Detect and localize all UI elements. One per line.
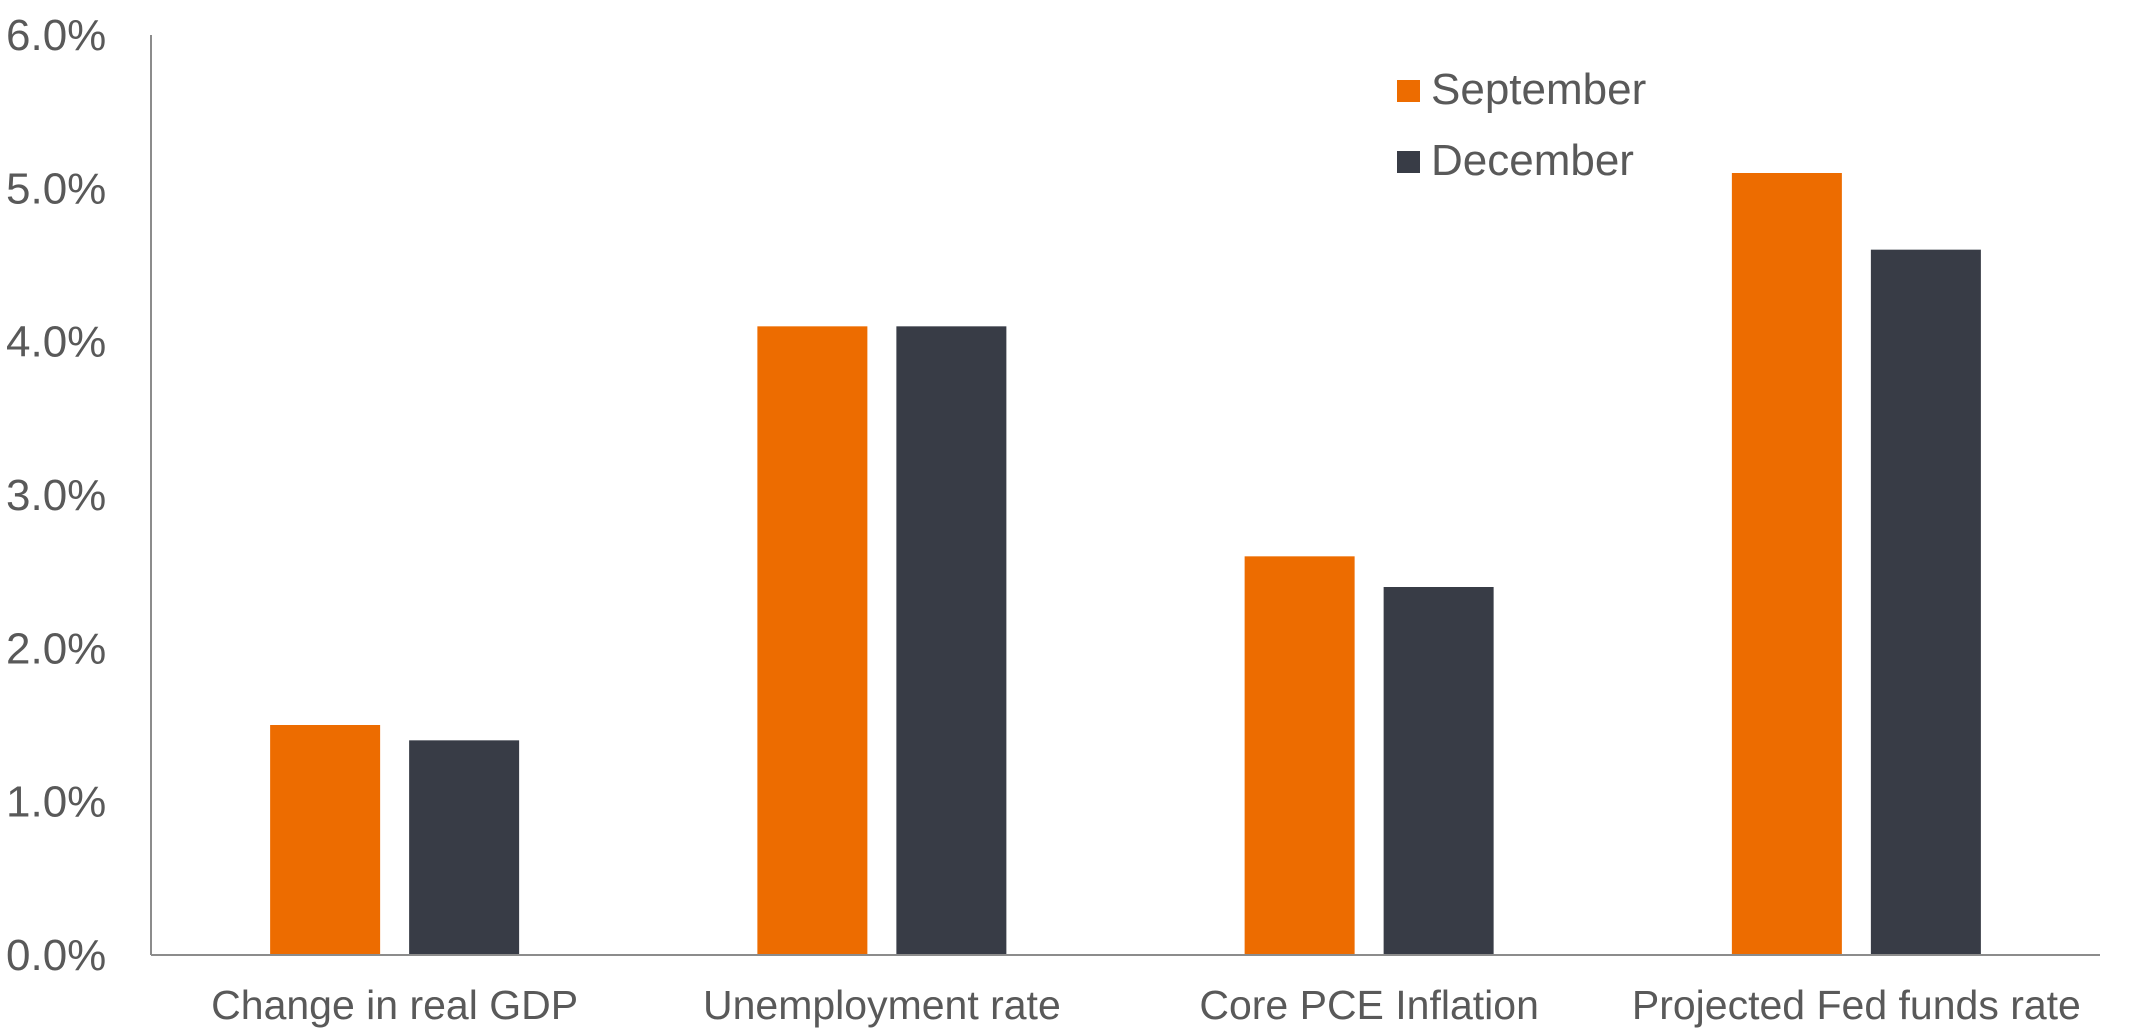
y-tick-label: 4.0% [6, 318, 106, 367]
bars [270, 173, 1981, 955]
x-tick-label: Core PCE Inflation [1199, 982, 1539, 1028]
x-axis-labels: Change in real GDP Unemployment rate Core … [211, 982, 2081, 1028]
bar-september-2 [1244, 556, 1355, 955]
legend-label-september: September [1431, 65, 1646, 114]
y-axis-ticks: 0.0% 1.0% 2.0% 3.0% 4.0% 5.0% 6.0% [6, 11, 106, 980]
x-tick-label: Projected Fed funds rate [1632, 982, 2081, 1028]
legend-swatch-september [1397, 80, 1420, 102]
y-tick-label: 5.0% [6, 164, 106, 213]
x-tick-label: Unemployment rate [703, 982, 1061, 1028]
legend: September December [1397, 65, 1646, 185]
bar-september-3 [1731, 173, 1842, 955]
bar-december-1 [896, 326, 1007, 955]
y-tick-label: 0.0% [6, 931, 106, 980]
y-tick-label: 3.0% [6, 471, 106, 520]
bar-december-2 [1383, 587, 1494, 955]
legend-label-december: December [1431, 136, 1634, 185]
y-tick-label: 6.0% [6, 11, 106, 60]
y-tick-label: 1.0% [6, 778, 106, 827]
bar-september-1 [757, 326, 868, 955]
bar-september-0 [270, 725, 381, 955]
bar-december-3 [1870, 249, 1981, 955]
x-tick-label: Change in real GDP [211, 982, 578, 1028]
bar-december-0 [409, 740, 520, 955]
y-tick-label: 2.0% [6, 624, 106, 673]
legend-swatch-december [1397, 151, 1420, 173]
